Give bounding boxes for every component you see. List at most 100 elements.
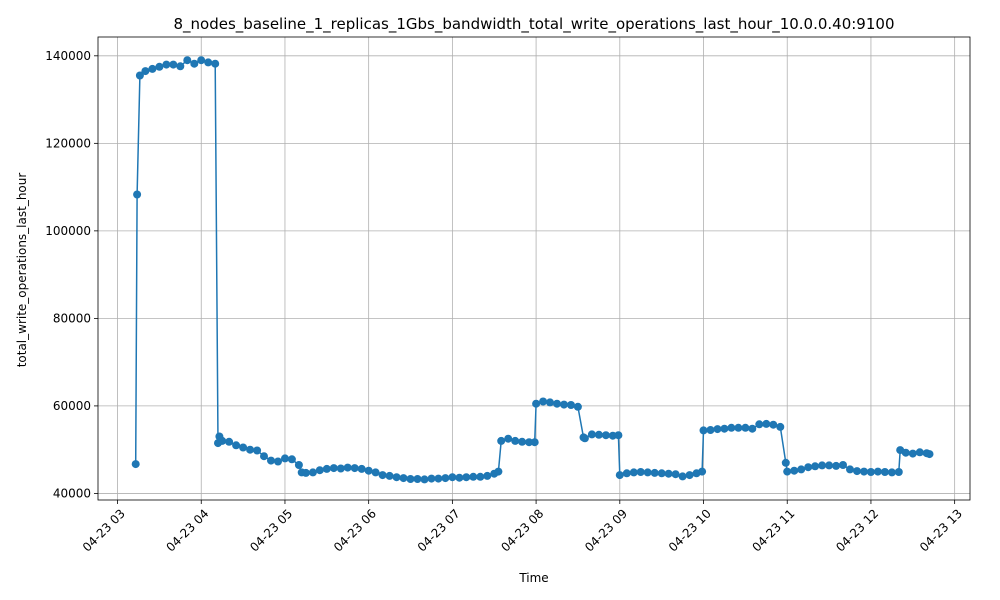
y-tick-label: 40000 [53,486,91,500]
data-point [504,434,513,443]
chart-title: 8_nodes_baseline_1_replicas_1Gbs_bandwid… [174,15,895,34]
data-point [197,56,206,65]
data-point [525,438,534,447]
data-point [614,431,623,440]
y-axis-title: total_write_operations_last_hour [15,173,29,368]
data-point [783,467,792,476]
x-tick-label: 04-23 13 [917,506,965,554]
data-point [274,457,282,466]
data-point [699,426,708,435]
data-point [225,437,234,446]
x-axis-title: Time [518,571,548,585]
data-point [350,464,359,473]
data-point [567,401,575,409]
x-tick-label: 04-23 12 [833,506,881,554]
data-point [246,445,255,454]
y-axis-ticks: 40000 60000 80000 100000 120000 140000 [45,49,98,500]
data-point [553,399,561,408]
data-point [887,468,896,477]
data-point [587,430,596,439]
data-point [253,446,262,455]
data-point [650,468,659,477]
data-point [678,472,687,481]
data-point [580,434,589,443]
data-point [615,471,624,480]
data-point [469,472,478,481]
data-point [560,400,568,409]
data-point [336,464,345,473]
data-point [781,458,790,467]
data-point [176,62,185,71]
data-point [846,465,854,474]
x-tick-label: 04-23 06 [331,506,379,554]
data-point [866,468,875,476]
data-point [818,461,827,470]
data-point [190,59,199,68]
plot-frame [97,36,971,501]
x-tick-label: 04-23 11 [750,506,798,554]
y-tick-label: 140000 [45,49,91,63]
data-point [239,443,248,452]
data-point [790,466,799,475]
data-point [530,438,539,447]
data-point [267,456,275,465]
data-point [811,462,820,471]
data-point [148,64,157,73]
data-point [894,468,903,476]
x-tick-label: 04-23 03 [80,506,128,554]
data-point [413,475,422,483]
grid [98,37,970,500]
data-point [427,474,436,483]
data-point [643,468,652,477]
data-point [315,466,324,475]
data-point [698,467,707,476]
data-point [399,474,408,483]
data-point [825,461,834,470]
data-point [448,473,457,482]
data-point [455,473,464,482]
data-point [629,468,638,477]
data-point [385,471,394,480]
data-point [133,190,142,199]
data-point [839,461,847,469]
y-tick-label: 60000 [53,399,91,413]
data-point [776,422,785,431]
data-point [755,420,764,429]
x-tick-label: 04-23 08 [498,506,546,554]
data-point [804,463,813,472]
data-point [539,397,548,406]
data-point [378,471,387,480]
data-point [131,460,140,469]
data-point [713,425,722,434]
data-point [135,71,144,80]
data-point [741,423,750,432]
data-point [483,471,492,480]
data-point [441,474,450,483]
y-tick-label: 100000 [45,224,91,238]
data-point [832,461,841,470]
data-point [357,464,366,473]
data-point [657,469,666,478]
data-point [880,468,889,476]
y-tick-label: 120000 [45,136,91,150]
y-tick-label: 80000 [53,311,91,325]
data-point [532,399,541,408]
data-point [908,449,917,458]
data-point [748,424,757,433]
x-tick-label: 04-23 09 [582,506,630,554]
data-point [281,454,289,463]
data-point [622,469,631,478]
data-point [860,467,868,476]
data-point [301,468,310,477]
data-point [853,467,861,476]
data-point [155,62,164,71]
data-point [218,436,227,445]
x-tick-label: 04-23 07 [415,506,463,554]
data-point [573,402,582,411]
data-point [797,465,806,474]
data-point [901,448,910,457]
data-point [915,448,924,457]
data-point [601,431,610,440]
data-point [518,437,527,446]
